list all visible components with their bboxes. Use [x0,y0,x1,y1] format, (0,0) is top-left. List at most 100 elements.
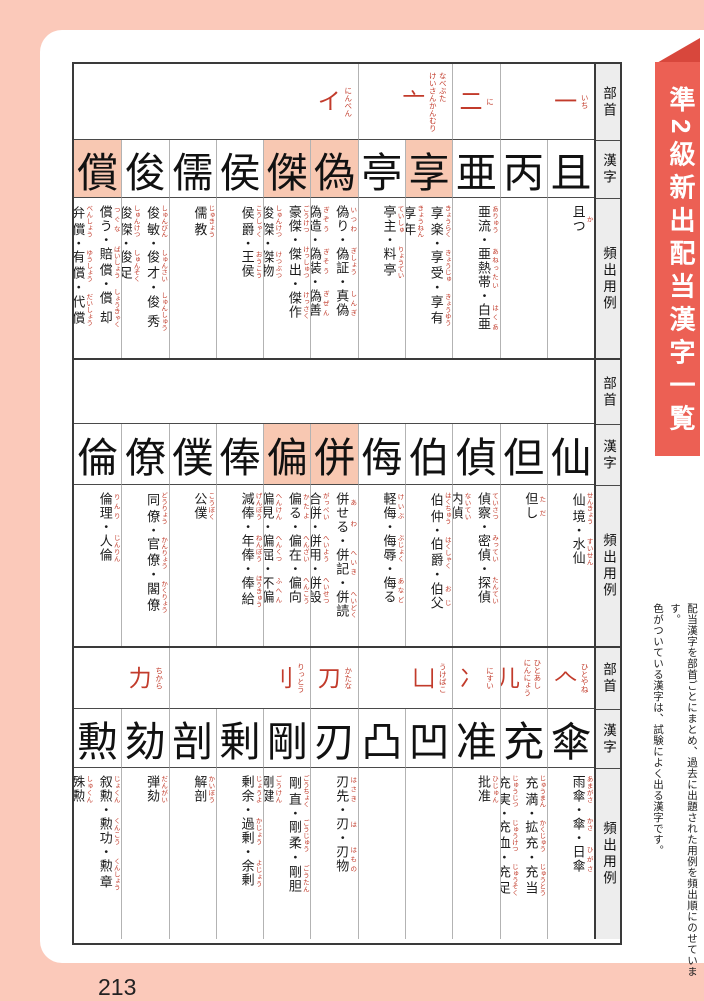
example-word: 充満 じゅうまん [523,775,545,808]
example-word: 俊傑 しゅんけつ [263,205,281,238]
example-cell: 解剖 かいぼう [168,768,216,939]
example-line: 偽造 ぎぞう・偽装 ぎそう・偽善 ぎぜん [310,205,329,354]
kanji-cell: 僚 [121,424,169,485]
example-cell: 仙境 せんきょう・水仙 すいせん [546,485,594,646]
example-line: 批准 ひじゅん [472,775,498,935]
example-word: 俸給 ほうきゅう [239,574,262,608]
separator-dot: ・ [570,803,586,817]
example-word: 解剖 かいぼう [192,775,214,803]
radical-name: なべぶた けいさんかんむり [427,72,447,132]
example-word: 批准 ひじゅん [476,775,498,803]
radical-name-text: ちから [154,666,164,690]
radical-cell: 亠なべぶた けいさんかんむり [357,64,453,140]
example-word: 伯爵 はくしゃく [428,536,451,569]
separator-dot: ・ [286,562,302,576]
separator-dot: ・ [499,850,511,865]
banner-title: 準2級新出配当漢字一覧 [655,62,700,456]
kanji-table: 一いち二に亠なべぶた けいさんかんむりイにんべん且丙亜享亭偽傑侯儒俊償且つか亜流あ… [72,62,622,945]
example-word: 不偏 ふへん [263,576,281,604]
separator-dot: ・ [428,236,444,251]
example-word: 俊敏 しゅんびん [145,205,167,238]
kanji-cell: 偵 [452,424,500,485]
example-cell [357,768,405,939]
radical-cell: 刀かたな [310,648,358,709]
example-word: 剛直 ごうちょく [286,775,309,808]
example-word: 亜熱帯 あねったい [476,247,498,289]
example-word: 併せる あわ [334,492,356,534]
radical-cell: 刂りっとう [168,648,311,709]
example-word: 人倫 じんりん [97,534,120,562]
radical-cell: 儿ひとあしにんにょう [499,648,547,709]
kanji-cell: 併 [310,424,358,485]
page-number: 213 [98,974,137,1000]
example-line: 俊敏 しゅんびん・俊才 しゅんさい・俊秀 しゅんしゅう [141,205,167,354]
example-word: 傘かさ [570,817,593,831]
row-label-kanji: 漢字 [596,424,620,485]
row-label-examples: 頻出用例 [596,198,620,358]
example-word: 真偽 しんぎ [334,289,356,317]
example-cell: 併せる あわ・併記 へいき・併読 へいどく 合併 がっぺい・併用 へいよう・併設 へいせつ [310,485,357,646]
kanji-cell: 且 [546,140,595,198]
example-cell: 減俸 げんぽう・年俸 ねんぽう・俸給 ほうきゅう [215,485,263,646]
example-word: 充血 じゅうけつ [499,819,518,852]
example-line: 偽り いつわ・偽証 ぎしょう・真偽 しんぎ [330,205,356,354]
example-cell: 軽侮 けいぶ・侮辱 ぶじょく・侮る あなど [357,485,405,646]
example-cell [499,198,547,358]
example-word: 勲章 くんしょう [97,857,120,891]
separator-dot: ・ [239,236,255,251]
example-word: 偽証 ぎしょう [334,247,356,275]
example-line: 亭主 ていしゅ・料亭 りょうてい [377,205,403,354]
example-word: 偏在 へんざい [286,534,309,562]
example-line: 叙勲 じょくん・勲功 くんこう・勲章 くんしょう [94,775,120,935]
example-cell: 倫理 りんり・人倫 じんりん [74,485,121,646]
radical-name: かたな [343,667,353,690]
example-line: 軽侮 けいぶ・侮辱 ぶじょく・侮る あなど [377,492,403,642]
kanji-cell: 侮 [357,424,405,485]
example-line: 併せる あわ・併記 へいき・併読 へいどく [330,492,356,642]
section-3: 𠆢ひとやね儿ひとあしにんにょう冫にすい凵うけばこ刀かたな刂りっとう力ちから傘充准… [74,646,620,939]
example-line: 仙境 せんきょう・水仙 すいせん [567,492,593,642]
example-line: 解剖 かいぼう [188,775,214,935]
example-word: 代償 だいしょう [74,293,92,327]
example-word: 閣僚 かくりょう [145,580,167,614]
example-word: 儒教 じゅきょう [192,205,214,238]
example-word: 偽善 ぎぜん [310,289,329,317]
kanji-cell: 勲 [74,709,122,768]
separator-dot: ・ [428,523,444,538]
kanji-cell: 剛 [263,709,311,768]
banner-fold-icon [655,38,700,64]
kanji-cell: 償 [74,140,122,198]
example-word: 料亭 りょうてい [381,245,403,279]
separator-dot: ・ [570,523,586,538]
example-word: 叙勲 じょくん [97,775,120,803]
separator-dot: ・ [499,806,511,821]
example-word: 倫理 りんり [97,492,120,520]
example-word: 亜流 ありゅう [476,205,498,233]
separator-dot: ・ [334,233,350,247]
radical-name: ひとあし にんにょう [522,659,542,697]
radical-glyph: 力 [128,665,152,691]
kanji-cell: 亜 [452,140,500,198]
example-word: 侮辱 ぶじょく [381,534,403,562]
example-word: 過剰 かじょう [239,817,262,845]
example-word: 余剰 よじょう [239,859,262,887]
example-word: 探偵 たんてい [476,576,498,604]
radical-name: ひとやね [579,663,589,693]
radical-name-text: ひとやね [580,663,590,693]
example-cell: 儒教 じゅきょう [168,198,216,358]
separator-dot: ・ [476,233,492,247]
example-line: 刃先 はさき・刃 は・刃物 はもの [330,775,356,935]
kanji-cell: 凸 [357,709,405,768]
radical-name: りっとう [295,663,305,693]
row-label-radical: 部首 [596,648,620,709]
example-line: 弁償 べんしょう・有償 ゆうしょう・代償 だいしょう [74,205,92,354]
example-cell: 剛直 ごうちょく・剛柔 ごうじゅう・剛胆 ごうたん 剛健 ごうけん [263,768,310,939]
example-cell: 弾劾 だんがい [121,768,168,939]
separator-dot: ・ [97,233,113,247]
example-word: 日傘 ひがさ [570,845,593,873]
example-cell: 豪傑 ごうけつ・傑出 けっしゅつ・傑作 けっさく 俊傑 しゅんけつ・傑物 けつぶつ [263,198,310,358]
page-background: 一いち二に亠なべぶた けいさんかんむりイにんべん且丙亜享亭偽傑侯儒俊償且つか亜流あ… [40,30,704,1000]
separator-dot: ・ [476,562,492,576]
separator-dot: ・ [145,523,161,538]
example-word: 刃先 はさき [334,775,356,803]
